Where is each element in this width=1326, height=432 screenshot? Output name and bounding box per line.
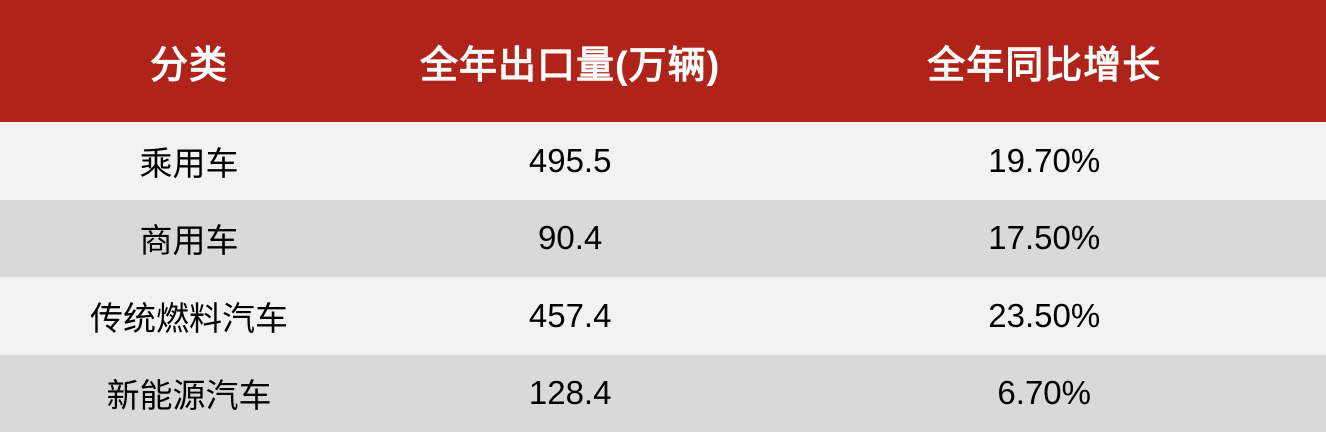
cell-yoy-growth: 19.70% xyxy=(988,141,1101,179)
table-header-row: 分类 全年出口量(万辆) 全年同比增长 xyxy=(0,0,1326,122)
table-row: 商用车 90.4 17.50% xyxy=(0,199,1326,277)
header-cell-category: 分类 xyxy=(149,44,228,87)
cell-yoy-growth: 17.50% xyxy=(988,219,1101,257)
header-cell-export-volume: 全年出口量(万辆) xyxy=(420,44,721,87)
header-cell-yoy-growth: 全年同比增长 xyxy=(927,44,1162,87)
cell-yoy-growth: 6.70% xyxy=(997,374,1091,412)
cell-category: 新能源汽车 xyxy=(106,377,272,415)
cell-category: 乘用车 xyxy=(139,144,239,182)
cell-export-volume: 495.5 xyxy=(528,141,612,179)
cell-category: 传统燃料汽车 xyxy=(89,299,288,337)
table-row: 新能源汽车 128.4 6.70% xyxy=(0,354,1326,432)
table-row: 传统燃料汽车 457.4 23.50% xyxy=(0,277,1326,355)
cell-yoy-growth: 23.50% xyxy=(988,296,1101,334)
cell-export-volume: 457.4 xyxy=(528,296,612,334)
cell-category: 商用车 xyxy=(139,222,239,260)
cell-export-volume: 128.4 xyxy=(528,374,612,412)
cell-export-volume: 90.4 xyxy=(538,219,603,257)
table-row: 乘用车 495.5 19.70% xyxy=(0,122,1326,200)
